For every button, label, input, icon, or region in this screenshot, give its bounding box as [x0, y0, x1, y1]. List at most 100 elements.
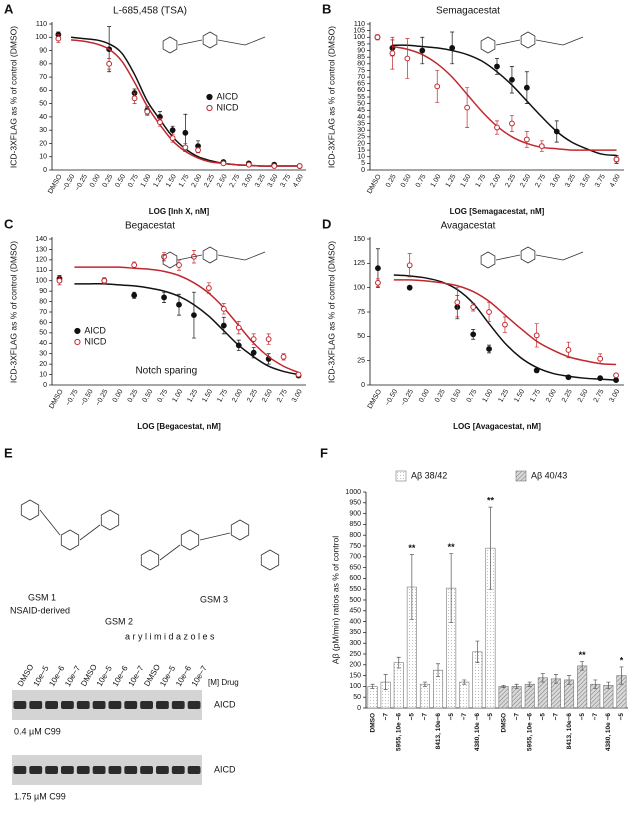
y-tick-label: 1000 — [345, 489, 361, 496]
x-tick-label: −7 — [382, 713, 389, 721]
data-point — [169, 135, 176, 142]
y-tick-label: 80 — [39, 61, 47, 68]
error-bar — [593, 679, 598, 689]
structure-bond — [562, 251, 584, 261]
y-tick-label: 700 — [349, 554, 361, 561]
band-label: AICD — [214, 764, 236, 774]
x-tick-label: 1.50 — [165, 173, 178, 188]
x-tick-label: 8413, 10e−6 — [566, 713, 573, 750]
y-tick-label: 500 — [349, 597, 361, 604]
data-point — [205, 285, 212, 291]
significance-label: ** — [408, 543, 416, 553]
x-tick-label: −5 — [540, 713, 547, 721]
x-tick-label: 1.00 — [171, 388, 184, 403]
legend-label: NICD — [84, 336, 106, 346]
y-tick-label: 40 — [357, 114, 365, 121]
y-tick-label: 30 — [39, 127, 47, 134]
legend-marker — [74, 338, 81, 346]
data-point — [161, 294, 167, 301]
fit-curve — [393, 274, 617, 381]
data-point — [220, 322, 227, 329]
blot-band — [140, 701, 153, 709]
x-tick-label: −0.25 — [74, 173, 89, 192]
structure-ring — [520, 31, 536, 49]
y-tick-label: 35 — [357, 120, 365, 127]
data-point — [486, 309, 492, 315]
data-point — [271, 163, 278, 169]
significance-label: ** — [487, 495, 495, 505]
x-tick-label: −0.75 — [65, 388, 80, 407]
data-point — [533, 332, 540, 339]
data-point — [245, 161, 252, 168]
data-point — [106, 60, 113, 67]
error-bar — [383, 674, 388, 690]
y-tick-label: 110 — [36, 21, 47, 28]
y-tick-label: 90 — [357, 47, 365, 54]
blot-band — [45, 701, 58, 709]
data-point — [374, 34, 381, 41]
data-point — [265, 336, 272, 343]
error-bar — [540, 673, 545, 683]
x-tick-label: 1.00 — [482, 388, 495, 403]
y-tick-label: 10 — [39, 154, 47, 161]
bar — [498, 686, 509, 709]
x-tick-label: −5 — [409, 713, 416, 721]
data-point — [613, 377, 619, 384]
x-tick-label: 2.00 — [231, 388, 244, 403]
error-bar — [606, 681, 611, 689]
y-tick-label: 300 — [349, 640, 361, 647]
structure-ring — [260, 549, 280, 571]
x-tick-label: 2.00 — [489, 173, 502, 188]
panel-letter: B — [322, 1, 331, 16]
x-tick-label: 3.00 — [549, 173, 562, 188]
data-point — [597, 355, 604, 362]
x-tick-label: 1.00 — [430, 173, 443, 188]
error-bar — [462, 679, 467, 685]
structure-ring — [140, 549, 160, 571]
x-tick-label: 2.25 — [504, 173, 517, 188]
x-tick-label: 1.00 — [140, 173, 153, 188]
data-point — [182, 129, 189, 136]
structure-bond — [217, 254, 246, 261]
x-tick-label: 2.75 — [229, 173, 242, 188]
x-tick-label: 3.25 — [254, 173, 267, 188]
x-axis-label: LOG [Begacestat, nM] — [137, 422, 221, 431]
condition-label: 0.4 µM C99 — [14, 726, 61, 736]
y-tick-label: 100 — [349, 683, 361, 690]
x-tick-label: −7 — [422, 713, 429, 721]
structure-bond — [39, 509, 61, 536]
data-point — [509, 120, 515, 127]
y-axis-label: ICD-3XFLAG as % of control (DMSO) — [8, 241, 18, 383]
legend-label: Aβ 38/42 — [411, 470, 447, 480]
x-tick-label: 3.75 — [594, 173, 607, 188]
blot-band — [171, 701, 185, 709]
error-bar — [527, 681, 532, 687]
structure-ring — [480, 251, 496, 269]
data-point — [296, 163, 303, 169]
y-tick-label: 50 — [357, 333, 365, 340]
bar — [419, 683, 430, 709]
x-tick-label: 1.25 — [152, 173, 165, 188]
x-tick-label: 3.75 — [279, 173, 292, 188]
x-tick-label: 3.00 — [241, 173, 254, 188]
data-point — [101, 277, 108, 284]
y-tick-label: 20 — [39, 140, 47, 147]
data-point — [250, 336, 257, 343]
structure-bond — [495, 39, 521, 46]
error-bar — [475, 640, 480, 663]
chart-title: Semagacestat — [436, 6, 500, 17]
x-tick-label: 0.25 — [434, 388, 447, 403]
x-tick-label: 2.75 — [593, 388, 606, 403]
x-tick-label: 2.50 — [519, 173, 532, 188]
x-tick-label: 0.00 — [418, 388, 431, 403]
y-tick-label: 60 — [39, 319, 47, 326]
x-tick-label: 3.00 — [291, 388, 304, 403]
compound-name: GSM 3 — [200, 594, 228, 604]
x-axis-label: LOG [Avagacestat, nM] — [453, 422, 541, 431]
y-tick-label: 15 — [357, 147, 365, 154]
data-point — [220, 305, 227, 312]
condition-label: 1.75 µM C99 — [14, 791, 66, 801]
y-tick-label: 600 — [349, 575, 361, 582]
x-tick-label: 0.50 — [400, 173, 413, 188]
